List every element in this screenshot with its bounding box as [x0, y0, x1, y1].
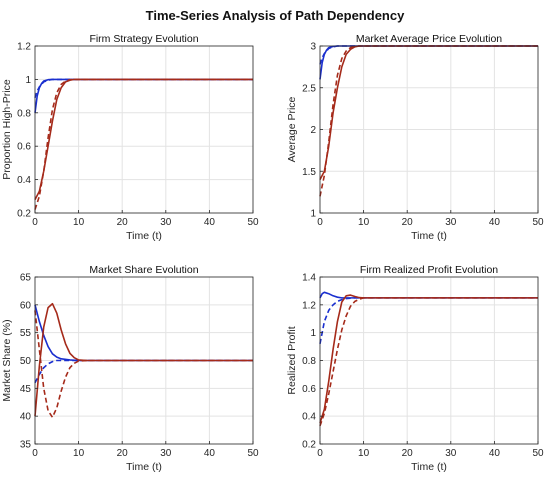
series-line-red-dashed [34, 310, 253, 419]
y-tick-label: 0.2 [302, 440, 316, 451]
y-axis-label: Market Share (%) [1, 319, 13, 401]
y-axis-label: Average Price [286, 96, 298, 162]
y-tick-label: 2.5 [302, 83, 316, 94]
y-axis-label: Proportion High-Price [1, 79, 13, 180]
x-tick-label: 0 [32, 217, 38, 228]
x-tick-label: 40 [204, 217, 216, 228]
y-tick-label: 3 [310, 42, 316, 53]
x-tick-label: 0 [32, 448, 38, 459]
x-tick-label: 50 [532, 217, 544, 228]
x-tick-label: 50 [247, 217, 259, 228]
y-tick-label: 2 [310, 125, 316, 136]
subplot-profit: 0 10 20 30 40 50 0.2 0.4 0.6 0.8 1 1.2 1.4 Firm Reali… [286, 264, 544, 473]
series-line-red-dashed [319, 297, 538, 427]
y-tick-label: 55 [20, 328, 32, 339]
x-tick-label: 20 [402, 448, 414, 459]
x-tick-label: 30 [160, 217, 172, 228]
plot-area [35, 46, 253, 213]
x-tick-label: 0 [317, 448, 323, 459]
y-tick-label: 0.2 [17, 209, 31, 220]
x-tick-label: 10 [358, 217, 370, 228]
x-axis-label: Time (t) [126, 461, 162, 473]
x-axis-label: Time (t) [411, 461, 447, 473]
y-tick-label: 1.4 [302, 273, 316, 284]
subplot-title: Market Share Evolution [89, 264, 198, 276]
x-tick-label: 20 [117, 448, 129, 459]
y-tick-label: 0.6 [17, 142, 31, 153]
x-tick-label: 10 [73, 217, 85, 228]
y-tick-label: 60 [20, 300, 32, 311]
y-tick-label: 0.6 [302, 384, 316, 395]
x-tick-label: 30 [445, 448, 457, 459]
x-axis-label: Time (t) [126, 230, 162, 242]
x-tick-label: 10 [73, 448, 85, 459]
subplot-title: Firm Strategy Evolution [89, 33, 198, 45]
y-tick-label: 50 [20, 356, 32, 367]
x-tick-label: 40 [489, 448, 501, 459]
y-tick-label: 0.4 [302, 412, 316, 423]
series-line-red-solid [34, 302, 253, 417]
x-tick-label: 10 [358, 448, 370, 459]
x-tick-label: 20 [117, 217, 129, 228]
x-tick-label: 20 [402, 217, 414, 228]
x-axis-label: Time (t) [411, 230, 447, 242]
x-tick-label: 30 [445, 217, 457, 228]
y-tick-label: 0.8 [302, 356, 316, 367]
subplot-strategy: 0 10 20 30 40 50 0.2 0.4 0.6 0.8 1 1.2 Firm Strategy… [1, 33, 259, 242]
series-line-blue-dashed [319, 297, 538, 344]
y-axis-label: Realized Profit [286, 326, 298, 394]
subplot-share: 0 10 20 30 40 50 35 40 45 50 55 60 65 Market Share Ev… [1, 264, 259, 473]
axes-box [34, 45, 254, 214]
y-tick-label: 65 [20, 273, 32, 284]
y-tick-label: 1 [310, 328, 316, 339]
figure-title: Time-Series Analysis of Path Dependency [145, 8, 405, 23]
y-tick-label: 0.8 [17, 108, 31, 119]
series-line-blue-dashed [34, 359, 253, 384]
x-tick-label: 40 [489, 217, 501, 228]
x-tick-label: 0 [317, 217, 323, 228]
x-tick-label: 40 [204, 448, 216, 459]
y-tick-label: 1 [25, 75, 31, 86]
x-tick-label: 30 [160, 448, 172, 459]
y-tick-label: 1.2 [302, 300, 316, 311]
y-tick-label: 1 [310, 209, 316, 220]
x-tick-label: 50 [247, 448, 259, 459]
subplot-price: 0 10 20 30 40 50 1 1.5 2 2.5 3 Market Average Price… [286, 33, 544, 242]
y-tick-label: 45 [20, 384, 32, 395]
subplot-title: Market Average Price Evolution [356, 33, 502, 45]
subplot-title: Firm Realized Profit Evolution [360, 264, 498, 276]
y-tick-label: 40 [20, 412, 32, 423]
y-tick-label: 1.5 [302, 167, 316, 178]
y-tick-label: 35 [20, 440, 32, 451]
y-tick-label: 0.4 [17, 175, 31, 186]
y-tick-label: 1.2 [17, 42, 31, 53]
series-line-red-solid [319, 294, 538, 424]
series-line-red-dashed [34, 78, 253, 210]
x-tick-label: 50 [532, 448, 544, 459]
